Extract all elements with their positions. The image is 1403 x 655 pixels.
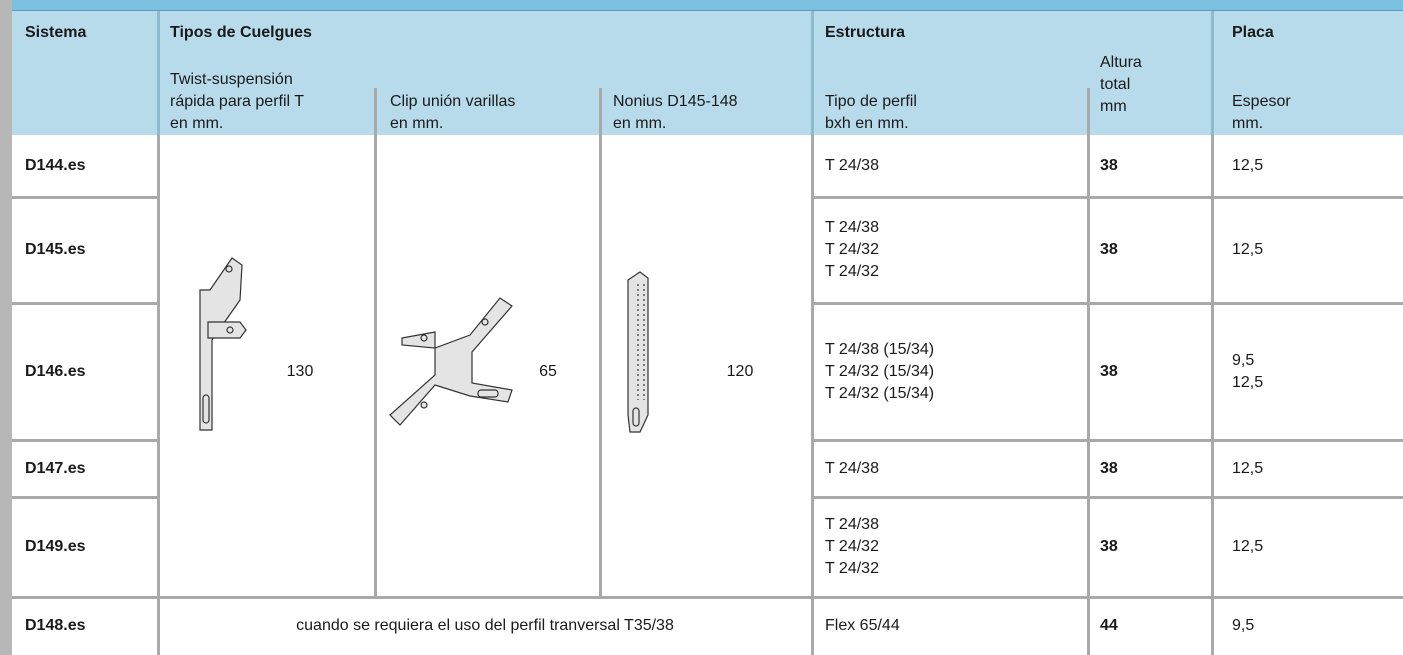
header-espesor-line: mm. bbox=[1232, 115, 1264, 132]
total-height: 38 bbox=[1100, 157, 1118, 174]
profile-type: Flex 65/44 bbox=[825, 617, 900, 634]
board-thickness: 12,5 bbox=[1232, 373, 1264, 391]
header-divider bbox=[157, 11, 160, 135]
header-perfil-line: Tipo de perfil bbox=[825, 93, 917, 110]
profile-type: T 24/32 bbox=[825, 241, 879, 258]
row-separator bbox=[812, 496, 1403, 499]
header-row bbox=[12, 11, 1403, 135]
column-divider bbox=[599, 135, 602, 597]
profile-type: T 24/32 bbox=[825, 263, 879, 280]
column-divider bbox=[157, 135, 160, 655]
board-thickness: 9,5 bbox=[1232, 351, 1255, 369]
header-estructura: Estructura bbox=[825, 24, 906, 41]
header-divider bbox=[811, 11, 814, 135]
hanger-length: 120 bbox=[726, 363, 754, 380]
header-hanger-line: en mm. bbox=[170, 115, 224, 132]
total-height: 44 bbox=[1100, 617, 1118, 634]
twist-hanger bbox=[199, 257, 247, 431]
row-separator bbox=[12, 496, 158, 499]
header-hanger-line: Nonius D145-148 bbox=[613, 93, 738, 110]
hanger-length: 130 bbox=[286, 363, 314, 380]
row-separator bbox=[812, 196, 1403, 199]
row-note: cuando se requiera el uso del perfil tra… bbox=[296, 617, 674, 634]
row-separator bbox=[812, 302, 1403, 305]
header-altura-line: total bbox=[1100, 76, 1131, 93]
board-thickness: 12,5 bbox=[1232, 459, 1264, 477]
system-name: D145.es bbox=[25, 241, 86, 258]
header-hanger-line: Twist-suspensión bbox=[170, 71, 293, 88]
header-hanger-line: en mm. bbox=[390, 115, 444, 132]
profile-type: T 24/32 bbox=[825, 560, 879, 577]
header-hanger-line: en mm. bbox=[613, 115, 667, 132]
nonius-hanger bbox=[627, 271, 649, 433]
top-band bbox=[0, 0, 1403, 11]
system-name: D144.es bbox=[25, 157, 86, 174]
total-height: 38 bbox=[1100, 362, 1118, 380]
header-divider bbox=[1087, 88, 1090, 135]
header-divider bbox=[1211, 11, 1214, 135]
system-name: D146.es bbox=[25, 362, 86, 380]
board-thickness: 9,5 bbox=[1232, 617, 1255, 634]
profile-type: T 24/38 bbox=[825, 219, 879, 236]
column-divider bbox=[811, 135, 814, 655]
profile-type: T 24/38 (15/34) bbox=[825, 340, 935, 358]
total-height: 38 bbox=[1100, 459, 1118, 477]
board-thickness: 12,5 bbox=[1232, 241, 1264, 258]
column-divider bbox=[1211, 135, 1214, 655]
header-divider bbox=[599, 88, 602, 135]
system-name: D147.es bbox=[25, 459, 86, 477]
row-separator bbox=[12, 302, 158, 305]
header-sistema: Sistema bbox=[25, 24, 87, 41]
row-separator bbox=[812, 439, 1403, 442]
profile-type: T 24/32 (15/34) bbox=[825, 362, 935, 380]
header-altura-line: mm bbox=[1100, 98, 1127, 115]
header-hanger-line: Clip unión varillas bbox=[390, 93, 516, 110]
profile-type: T 24/38 bbox=[825, 516, 879, 533]
header-espesor-line: Espesor bbox=[1232, 93, 1291, 110]
header-hanger-line: rápida para perfil T bbox=[170, 93, 304, 110]
header-divider bbox=[374, 88, 377, 135]
hanger-length: 65 bbox=[539, 363, 557, 380]
total-height: 38 bbox=[1100, 538, 1118, 555]
total-height: 38 bbox=[1100, 241, 1118, 258]
header-altura-line: Altura bbox=[1100, 54, 1142, 71]
header-tipos: Tipos de Cuelgues bbox=[170, 24, 312, 41]
profile-type: T 24/32 bbox=[825, 538, 879, 555]
row-separator bbox=[158, 596, 812, 599]
clip-hanger bbox=[389, 297, 513, 426]
left-border bbox=[0, 0, 12, 655]
column-divider bbox=[1087, 135, 1090, 655]
profile-type: T 24/38 bbox=[825, 459, 879, 477]
row-separator bbox=[12, 196, 158, 199]
row-separator bbox=[12, 596, 158, 599]
board-thickness: 12,5 bbox=[1232, 157, 1264, 174]
header-perfil-line: bxh en mm. bbox=[825, 115, 909, 132]
system-name: D149.es bbox=[25, 538, 86, 555]
row-separator bbox=[812, 596, 1403, 599]
profile-type: T 24/32 (15/34) bbox=[825, 384, 935, 402]
column-divider bbox=[374, 135, 377, 597]
header-placa: Placa bbox=[1232, 24, 1274, 41]
system-name: D148.es bbox=[25, 617, 86, 634]
row-separator bbox=[12, 439, 158, 442]
board-thickness: 12,5 bbox=[1232, 538, 1264, 555]
profile-type: T 24/38 bbox=[825, 157, 879, 174]
